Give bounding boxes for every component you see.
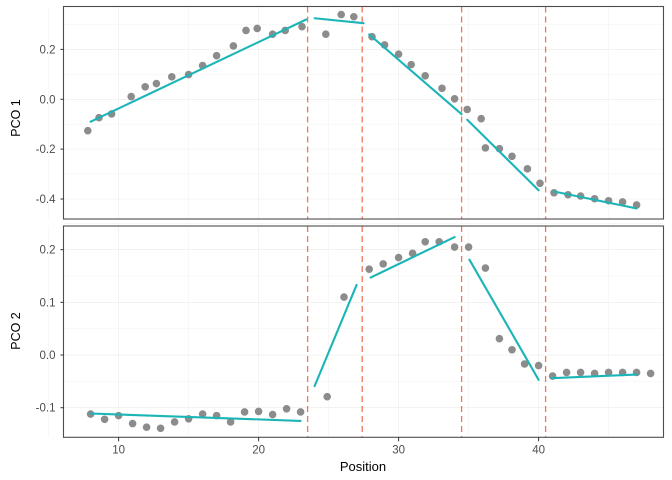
svg-text:-0.1: -0.1 — [36, 403, 56, 415]
svg-text:0.2: 0.2 — [40, 44, 56, 56]
svg-text:-0.2: -0.2 — [36, 144, 56, 156]
svg-text:Position: Position — [340, 459, 386, 474]
svg-text:20: 20 — [252, 444, 265, 456]
svg-text:PCO 1: PCO 1 — [9, 99, 23, 137]
svg-text:0.2: 0.2 — [40, 245, 56, 257]
svg-text:0.0: 0.0 — [40, 94, 56, 106]
svg-text:30: 30 — [392, 444, 405, 456]
svg-text:0.1: 0.1 — [40, 297, 56, 309]
svg-text:0.0: 0.0 — [40, 350, 56, 362]
svg-text:40: 40 — [532, 444, 545, 456]
svg-text:PCO 2: PCO 2 — [9, 312, 23, 350]
svg-text:10: 10 — [112, 444, 125, 456]
svg-text:-0.4: -0.4 — [36, 194, 56, 206]
